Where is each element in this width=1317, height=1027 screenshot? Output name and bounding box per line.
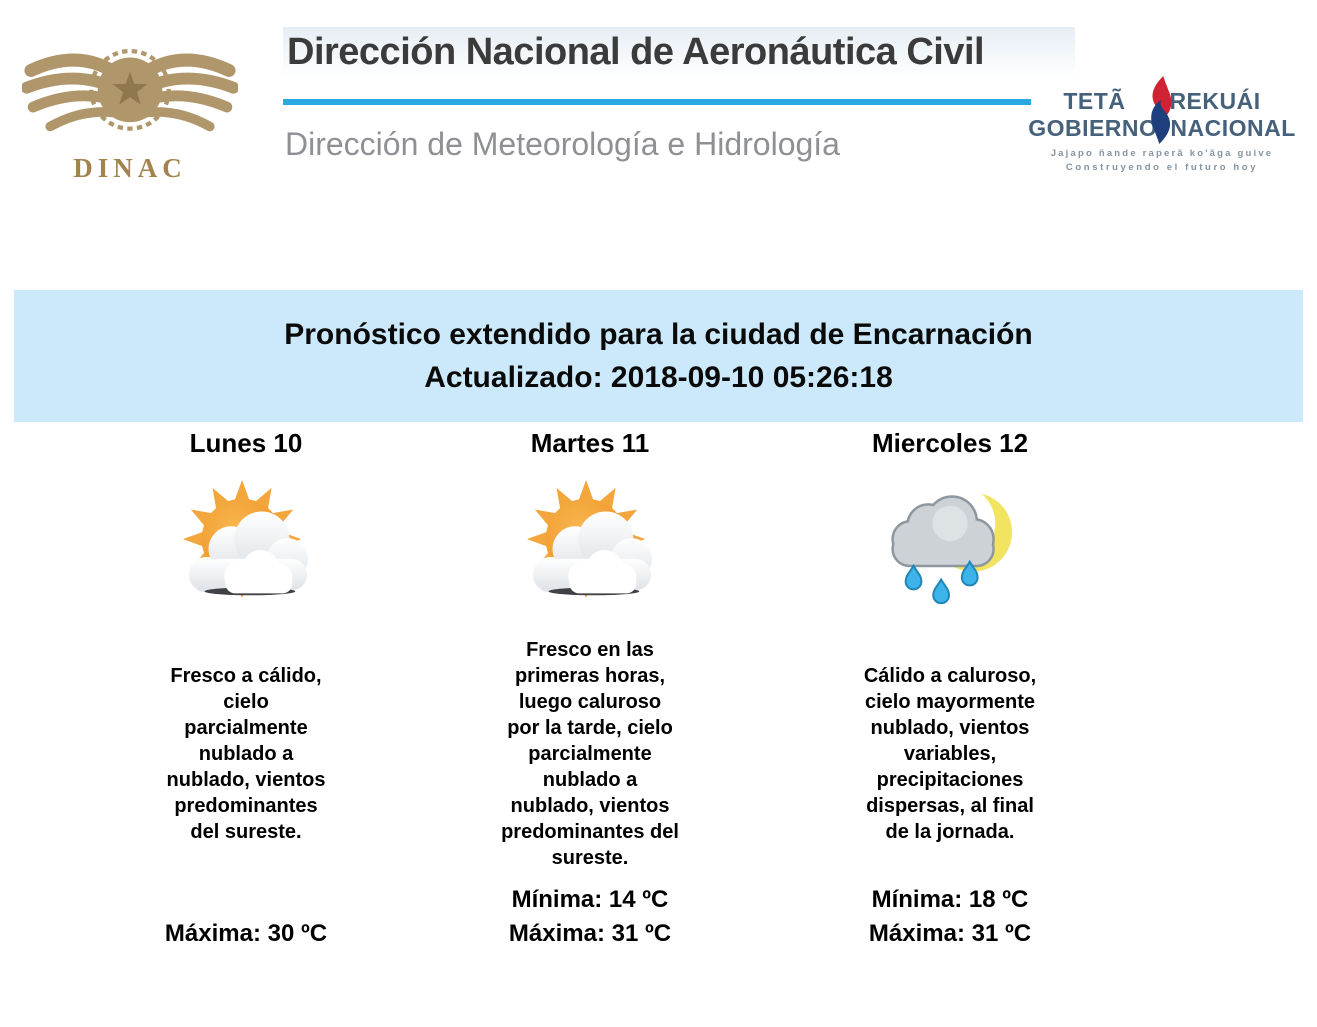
sun-behind-clouds-icon: [182, 479, 309, 599]
sun-behind-clouds-icon: [526, 479, 653, 599]
flag-ribbon-icon: [1151, 76, 1172, 144]
weather-icon-wrap: [60, 466, 432, 628]
temp-min: Mínima: 18 ºC: [871, 886, 1029, 913]
dinac-logo: DINAC: [20, 36, 240, 184]
day-name: Martes 11: [530, 428, 650, 458]
forecast-banner: Pronóstico extendido para la ciudad de E…: [14, 290, 1303, 422]
banner-updated-timestamp: Actualizado: 2018-09-10 05:26:18: [424, 361, 893, 394]
weather-icon-wrap: [404, 466, 776, 628]
moon-cloud-rain-icon: [891, 484, 1013, 605]
page-subtitle: Dirección de Meteorología e Hidrología: [285, 126, 840, 162]
title-background: [283, 27, 1075, 79]
temp-min: Mínima: 14 ºC: [511, 886, 669, 913]
day-description: Cálido a caluroso, cielo mayormente nubl…: [863, 665, 1037, 843]
dinac-wings-icon: [20, 48, 240, 132]
gov-tagline-spanish: Construyendo el futuro hoy: [1065, 162, 1259, 173]
temp-max: Máxima: 31 ºC: [508, 920, 672, 947]
gov-word-rekuai: REKUÁI: [1169, 88, 1261, 114]
gov-word-teta: TETÃ: [1063, 88, 1126, 114]
temp-max: Máxima: 30 ºC: [164, 920, 328, 947]
gov-tagline-guarani: Jajapo ñande raperã ko'ãga guive: [1050, 148, 1274, 159]
temp-min: [60, 886, 432, 920]
raindrops: [904, 560, 979, 605]
page-title: Dirección Nacional de Aeronáutica Civil: [287, 31, 985, 73]
dinac-label: DINAC: [73, 153, 187, 183]
day-column-miercoles: Miercoles 12: [764, 428, 1136, 954]
day-name: Miercoles 12: [871, 428, 1029, 458]
gobierno-nacional-logo: TETÃ REKUÁI GOBIERNO NACIONAL Jajapo ñan…: [1028, 76, 1295, 173]
temp-max: Máxima: 31 ºC: [868, 920, 1032, 947]
gov-word-gobierno: GOBIERNO: [1028, 115, 1158, 141]
accent-divider: [283, 99, 1031, 105]
day-column-lunes: Lunes 10: [60, 428, 432, 954]
weather-icon-wrap: [764, 466, 1136, 628]
gov-word-nacional: NACIONAL: [1170, 115, 1296, 141]
day-description: Fresco a cálido, cielo parcialmente nubl…: [166, 665, 326, 843]
day-column-martes: Martes 11: [404, 428, 776, 954]
banner-title: Pronóstico extendido para la ciudad de E…: [284, 318, 1033, 351]
star-icon: [112, 71, 148, 105]
day-name: Lunes 10: [189, 428, 303, 458]
day-description: Fresco en las primeras horas, luego calu…: [501, 639, 679, 869]
